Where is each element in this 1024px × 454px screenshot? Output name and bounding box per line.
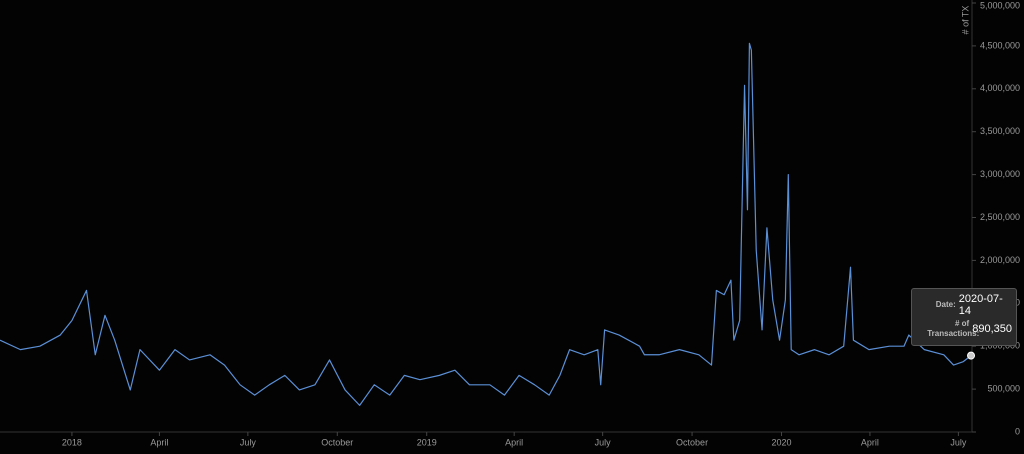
- y-tick-label: 4,500,000: [980, 40, 1020, 50]
- x-tick-label: October: [321, 437, 353, 447]
- hover-marker: [967, 351, 976, 360]
- x-tick-label: April: [505, 437, 523, 447]
- x-tick-label: 2018: [62, 437, 82, 447]
- x-tick-label: April: [150, 437, 168, 447]
- y-tick-label: 2,000,000: [980, 255, 1020, 265]
- tooltip-date: 2020-07-14: [958, 293, 1003, 317]
- tooltip-value-key: # of Transactions:: [927, 319, 980, 338]
- y-tick-label: 4,000,000: [980, 83, 1020, 93]
- y-tick-label: 3,500,000: [980, 126, 1020, 136]
- x-tick-label: July: [950, 437, 967, 447]
- y-axis-title: # of TX: [960, 6, 970, 35]
- y-tick-label: 2,500,000: [980, 212, 1020, 222]
- x-tick-label: July: [595, 437, 612, 447]
- tooltip-date-key: Date:: [935, 300, 956, 309]
- y-tick-label: 500,000: [987, 383, 1020, 393]
- tooltip: Date: 2020-07-14 # of Transactions: 890,35…: [911, 288, 1017, 346]
- x-tick-label: April: [861, 437, 879, 447]
- x-tick-label: July: [240, 437, 257, 447]
- y-tick-label: 3,000,000: [980, 169, 1020, 179]
- x-tick-label: 2019: [417, 437, 437, 447]
- y-tick-label: 5,000,000: [980, 0, 1020, 10]
- line: [0, 42, 972, 406]
- tooltip-value: 890,350: [972, 323, 1012, 335]
- x-tick-label: 2020: [771, 437, 791, 447]
- y-tick-label: 0: [1015, 426, 1020, 436]
- x-tick-label: October: [676, 437, 708, 447]
